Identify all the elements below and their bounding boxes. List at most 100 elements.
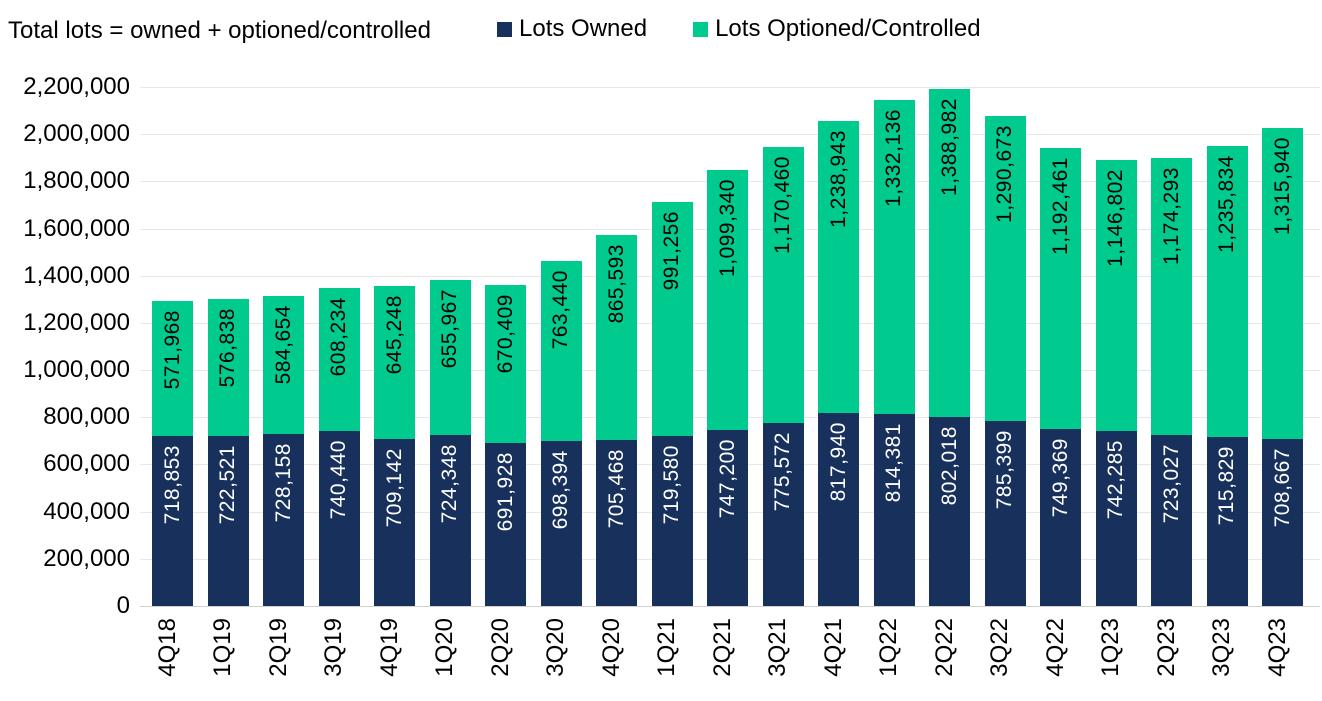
x-tick-text: 4Q22: [1041, 618, 1069, 677]
bar-segment-optioned: 655,967: [429, 280, 471, 436]
x-tick-text: 4Q21: [819, 618, 847, 677]
bar-segment-optioned: 1,315,940: [1262, 128, 1303, 439]
bar-segment-owned: 698,394: [540, 441, 582, 606]
bar-segment-optioned: 576,838: [207, 299, 249, 436]
bar-segment-optioned: 1,192,461: [1040, 147, 1081, 430]
bar-segment-optioned: 571,968: [152, 301, 193, 437]
x-tick-label: 2Q20: [473, 610, 529, 700]
bar-value-label: 1,238,943: [826, 129, 850, 228]
bar-segment-owned: 802,018: [929, 416, 970, 606]
x-tick-label: 4Q20: [584, 610, 640, 700]
x-tick-label: 3Q22: [973, 610, 1029, 700]
x-tick-text: 4Q18: [153, 618, 181, 677]
bar-segment-owned: 742,285: [1095, 430, 1137, 606]
bar-value-label: 655,967: [438, 289, 461, 369]
x-tick-label: 4Q21: [806, 610, 862, 700]
bar-segment-optioned: 670,409: [485, 284, 526, 443]
y-tick-label: 1,200,000: [23, 308, 130, 336]
bar-segment-owned: 775,572: [762, 423, 804, 606]
bar-segment-owned: 723,027: [1151, 435, 1192, 606]
bar-value-label: 1,170,460: [771, 155, 794, 254]
bar-segment-optioned: 1,388,982: [929, 89, 970, 417]
bar-segment-owned: 705,468: [596, 439, 637, 606]
x-tick-text: 4Q20: [597, 618, 625, 677]
x-tick-text: 3Q21: [764, 618, 792, 677]
x-tick-label: 4Q22: [1028, 610, 1084, 700]
x-tick-text: 1Q21: [653, 618, 681, 677]
x-tick-label: 1Q19: [196, 610, 252, 700]
x-tick-label: 4Q18: [140, 610, 196, 700]
chart-title: Total lots = owned + optioned/controlled: [8, 17, 431, 44]
x-tick-text: 2Q19: [264, 618, 292, 677]
bar-value-label: 802,018: [937, 425, 961, 506]
y-tick-label: 1,400,000: [23, 261, 130, 289]
bar-value-label: 1,192,461: [1048, 156, 1072, 255]
bar-segment-optioned: 1,290,673: [984, 116, 1026, 421]
x-tick-label: 4Q19: [362, 610, 418, 700]
bar-value-label: 708,667: [1270, 447, 1294, 528]
lots-optioned-swatch-icon: [693, 21, 709, 37]
bar-value-label: 1,315,940: [1270, 137, 1294, 236]
y-tick-label: 600,000: [43, 450, 130, 478]
bar-value-label: 723,027: [1159, 444, 1183, 524]
y-tick-label: 1,800,000: [23, 167, 130, 195]
x-tick-text: 1Q22: [875, 618, 903, 677]
x-tick-text: 4Q23: [1263, 618, 1291, 677]
bar-segment-owned: 747,200: [707, 429, 748, 606]
x-tick-label: 2Q21: [695, 610, 751, 700]
bar-segment-owned: 715,829: [1206, 437, 1248, 606]
x-tick-label: 1Q20: [418, 610, 474, 700]
bar-value-label: 1,174,293: [1159, 167, 1183, 266]
bar-value-label: 865,593: [604, 244, 628, 324]
bar-value-label: 763,440: [549, 270, 572, 350]
x-tick-text: 1Q23: [1097, 618, 1125, 677]
bar-value-label: 670,409: [493, 293, 517, 374]
bar-value-label: 571,968: [160, 310, 184, 390]
bar-value-label: 576,838: [216, 308, 239, 388]
bar-value-label: 728,158: [271, 443, 295, 523]
x-tick-text: 3Q23: [1208, 618, 1236, 677]
y-tick-label: 2,200,000: [23, 73, 130, 100]
x-tick-label: 1Q23: [1084, 610, 1140, 700]
x-tick-text: 2Q21: [708, 618, 736, 677]
bar-value-label: 698,394: [549, 450, 572, 530]
x-tick-text: 3Q20: [542, 618, 570, 677]
bar-segment-owned: 814,381: [873, 413, 915, 606]
lots-owned-swatch-icon: [497, 21, 512, 37]
bar-value-label: 709,142: [382, 447, 406, 528]
y-tick-label: 1,600,000: [23, 214, 130, 242]
bar-segment-owned: 817,940: [818, 413, 859, 606]
x-tick-text: 2Q23: [1152, 618, 1180, 677]
bar-segment-owned: 708,667: [1262, 438, 1303, 606]
bar-value-label: 740,440: [327, 440, 350, 520]
bar-segment-optioned: 865,593: [596, 235, 637, 440]
y-tick-label: 800,000: [43, 403, 130, 431]
bar-value-label: 817,940: [826, 422, 850, 502]
bar-segment-owned: 718,853: [152, 436, 193, 606]
bar-segment-optioned: 1,174,293: [1151, 158, 1192, 436]
x-tick-text: 1Q20: [431, 618, 459, 677]
y-tick-label: 0: [116, 592, 130, 619]
bar-segment-owned: 785,399: [984, 420, 1026, 606]
legend-label: Lots Optioned/Controlled: [715, 15, 981, 42]
bar-segment-optioned: 645,248: [374, 286, 415, 439]
bar-segment-optioned: 1,332,136: [873, 99, 915, 414]
bar-segment-optioned: 1,099,340: [707, 170, 748, 430]
x-tick-label: 2Q22: [917, 610, 973, 700]
x-tick-label: 4Q23: [1250, 610, 1306, 700]
bar-value-label: 719,580: [660, 445, 683, 525]
bar-value-label: 991,256: [660, 211, 683, 291]
bar-value-label: 724,348: [438, 444, 461, 524]
y-tick-label: 200,000: [43, 544, 130, 572]
y-tick-label: 1,000,000: [23, 356, 130, 384]
x-tick-text: 4Q19: [375, 618, 403, 677]
x-tick-text: 3Q22: [986, 618, 1014, 677]
bar-value-label: 705,468: [604, 448, 628, 528]
bar-segment-owned: 691,928: [485, 442, 526, 606]
x-tick-text: 1Q19: [209, 618, 237, 677]
bar-segment-optioned: 608,234: [318, 287, 360, 432]
bar-value-label: 584,654: [271, 305, 295, 385]
bar-segment-owned: 722,521: [207, 435, 249, 606]
bar-value-label: 814,381: [882, 422, 905, 503]
